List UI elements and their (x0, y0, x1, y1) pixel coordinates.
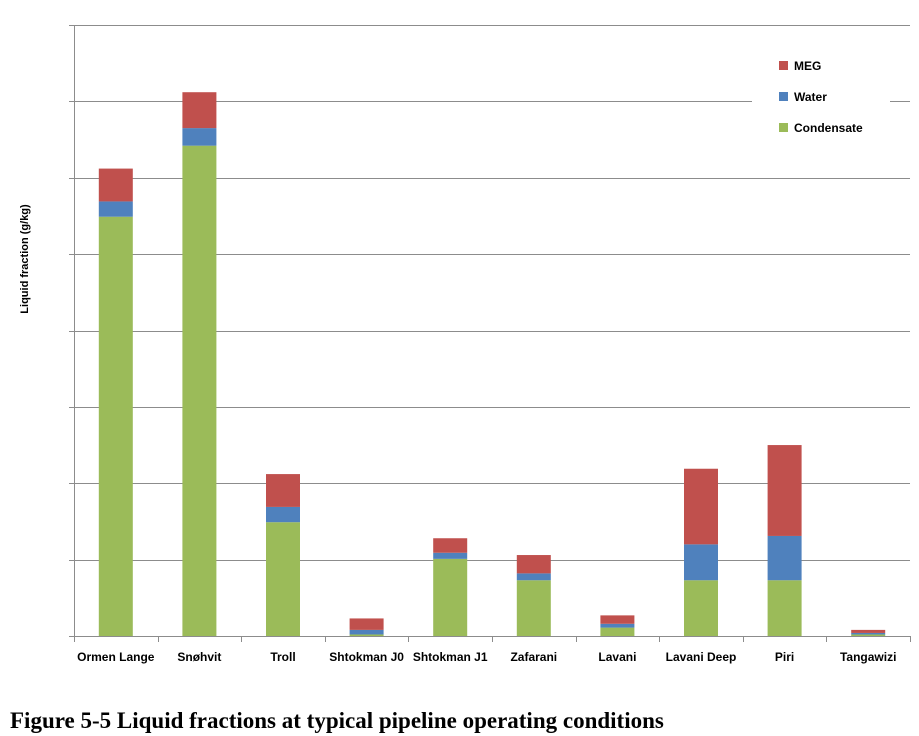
bar-segment-condensate-lavani-deep (684, 580, 718, 636)
x-tick-label: Lavani Deep (666, 650, 737, 664)
bar-segment-condensate-sn-hvit (182, 145, 217, 637)
bar-segment-condensate-zafarani (516, 580, 551, 636)
bar-segment-condensate-shtokman-j1 (433, 558, 468, 636)
bar-segment-water-sn-hvit (182, 128, 217, 146)
x-tick-label: Shtokman J1 (413, 650, 488, 664)
x-tick-label: Snøhvit (177, 650, 221, 664)
bar-segment-water-tangawizi (851, 632, 886, 635)
bars (98, 92, 886, 637)
legend: MEG Water Condensate (752, 50, 890, 142)
legend-label-water: Water (794, 90, 827, 104)
x-tick-label: Troll (270, 650, 295, 664)
x-axis-labels: Ormen Lange Snøhvit Troll Shtokman J0 Shtokm… (77, 650, 896, 664)
bar-segment-condensate-troll (266, 522, 300, 636)
stacked-bar-chart: Ormen Lange Snøhvit Troll Shtokman J0 Shtokm… (19, 25, 911, 664)
x-tick-label: Piri (775, 650, 794, 664)
legend-swatch-condensate (779, 123, 788, 132)
bar-segment-condensate-ormen-lange (98, 216, 133, 637)
x-tick-label: Shtokman J0 (329, 650, 404, 664)
bar-segment-condensate-lavani (600, 627, 635, 636)
bar-segment-meg-tangawizi (851, 629, 886, 633)
bar-segment-water-shtokman-j1 (433, 552, 468, 559)
bar-segment-water-piri (767, 535, 802, 581)
bar-segment-meg-piri (767, 445, 802, 536)
bar-segment-meg-sn-hvit (182, 92, 217, 129)
bar-segment-condensate-piri (767, 580, 802, 636)
bar-segment-meg-shtokman-j0 (349, 618, 384, 630)
x-tick-label: Zafarani (510, 650, 557, 664)
x-tick-label: Lavani (598, 650, 636, 664)
x-tick-label: Tangawizi (840, 650, 896, 664)
legend-background (752, 50, 890, 142)
bar-segment-water-lavani-deep (684, 544, 718, 581)
legend-swatch-meg (779, 61, 788, 70)
legend-label-condensate: Condensate (794, 121, 863, 135)
bar-segment-condensate-tangawizi (851, 634, 886, 636)
bar-segment-water-shtokman-j0 (349, 629, 384, 635)
bar-segment-meg-shtokman-j1 (433, 538, 468, 553)
bar-segment-meg-lavani-deep (684, 468, 718, 545)
bar-segment-water-troll (266, 506, 300, 523)
bar-segment-meg-lavani (600, 615, 635, 624)
bar-segment-meg-ormen-lange (98, 168, 133, 202)
x-axis-ticks (69, 25, 911, 642)
legend-swatch-water (779, 92, 788, 101)
x-tick-label: Ormen Lange (77, 650, 155, 664)
bar-segment-water-lavani (600, 623, 635, 628)
figure-caption: Figure 5-5 Liquid fractions at typical p… (10, 708, 664, 733)
bar-segment-condensate-shtokman-j0 (349, 634, 384, 636)
bar-segment-meg-troll (266, 474, 300, 507)
bar-segment-water-zafarani (516, 573, 551, 581)
bar-segment-water-ormen-lange (98, 201, 133, 217)
bar-segment-meg-zafarani (516, 555, 551, 574)
legend-label-meg: MEG (794, 59, 821, 73)
y-axis-title: Liquid fraction (g/kg) (19, 204, 31, 314)
